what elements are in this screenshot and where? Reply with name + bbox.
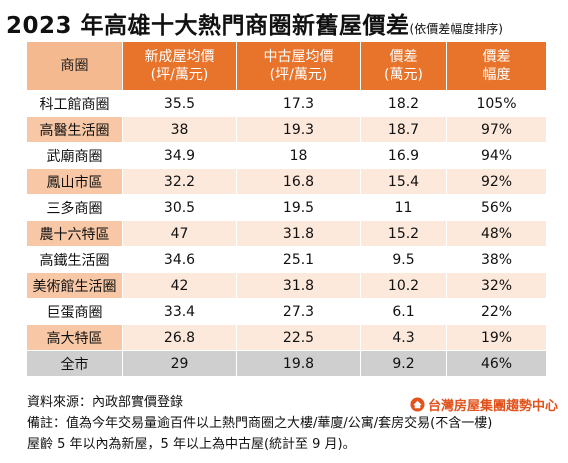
total-cell: 19.8	[236, 350, 361, 377]
column-header: 價差 幅度	[446, 41, 547, 91]
table-row: 美術館生活圈 42 31.8 10.2 32%	[26, 272, 547, 299]
table-cell: 15.2	[360, 220, 447, 247]
table-cell: 48%	[446, 220, 547, 247]
table-cell: 9.5	[360, 246, 447, 273]
total-cell: 9.2	[360, 350, 447, 377]
table-cell: 34.9	[122, 142, 237, 169]
district-name: 巨蛋商圈	[26, 298, 123, 325]
table-cell: 11	[360, 194, 447, 221]
table-cell: 32.2	[122, 168, 237, 195]
table-cell: 25.1	[236, 246, 361, 273]
table-cell: 34.6	[122, 246, 237, 273]
table-cell: 17.3	[236, 90, 361, 117]
district-name: 農十六特區	[26, 220, 123, 247]
table-cell: 38%	[446, 246, 547, 273]
title-row: 2023 年高雄十大熱門商圈新舊屋價差(依價差幅度排序)	[6, 6, 562, 42]
table-body: 科工館商圈 35.5 17.3 18.2 105% 高醫生活圈 38 19.3 18.7 97% 武…	[26, 90, 547, 377]
table-cell: 47	[122, 220, 237, 247]
chart-title: 2023 年高雄十大熱門商圈新舊屋價差	[6, 13, 410, 39]
table-cell: 18.7	[360, 116, 447, 143]
district-name: 鳳山市區	[26, 168, 123, 195]
district-name: 高鐵生活圈	[26, 246, 123, 273]
table-cell: 18.2	[360, 90, 447, 117]
price-table: 商圈 新成屋均價 (坪/萬元) 中古屋均價 (坪/萬元) 價差 (萬元) 價差 幅度 科工館商圈…	[26, 41, 547, 377]
table-row: 高醫生活圈 38 19.3 18.7 97%	[26, 116, 547, 143]
district-name: 美術館生活圈	[26, 272, 123, 299]
table-cell: 15.4	[360, 168, 447, 195]
table-cell: 33.4	[122, 298, 237, 325]
district-name: 高大特區	[26, 324, 123, 351]
table-row: 高大特區 26.8 22.5 4.3 19%	[26, 324, 547, 351]
remark-line-1: 備註：值為今年交易量逾百件以上熱門商圈之大樓/華廈/公寓/套房交易(不含一樓)	[27, 416, 493, 431]
table-cell: 16.9	[360, 142, 447, 169]
table-cell: 19%	[446, 324, 547, 351]
district-name: 高醫生活圈	[26, 116, 123, 143]
brand-logo: 台灣房屋集團趨勢中心	[410, 395, 558, 414]
column-header: 商圈	[26, 41, 123, 91]
table-cell: 31.8	[236, 272, 361, 299]
total-cell: 29	[122, 350, 237, 377]
table-header: 商圈 新成屋均價 (坪/萬元) 中古屋均價 (坪/萬元) 價差 (萬元) 價差 幅度	[26, 41, 547, 91]
source-note: 資料來源：內政部實價登錄	[27, 395, 184, 410]
brand-name: 台灣房屋集團趨勢中心	[427, 399, 558, 414]
table-cell: 6.1	[360, 298, 447, 325]
table-row: 三多商圈 30.5 19.5 11 56%	[26, 194, 547, 221]
remark-line-2: 屋齡 5 年以內為新屋，5 年以上為中古屋(統計至 9 月)。	[27, 437, 356, 452]
table-cell: 92%	[446, 168, 547, 195]
table-cell: 35.5	[122, 90, 237, 117]
table-row: 高鐵生活圈 34.6 25.1 9.5 38%	[26, 246, 547, 273]
table-cell: 22%	[446, 298, 547, 325]
total-label: 全市	[26, 350, 123, 377]
total-row: 全市 29 19.8 9.2 46%	[26, 350, 547, 377]
table-cell: 94%	[446, 142, 547, 169]
footer: 資料來源：內政部實價登錄 備註：值為今年交易量逾百件以上熱門商圈之大樓/華廈/公…	[27, 392, 562, 455]
district-name: 三多商圈	[26, 194, 123, 221]
district-name: 武廟商圈	[26, 142, 123, 169]
table-cell: 38	[122, 116, 237, 143]
table-cell: 26.8	[122, 324, 237, 351]
table-row: 科工館商圈 35.5 17.3 18.2 105%	[26, 90, 547, 117]
table-cell: 19.3	[236, 116, 361, 143]
table-cell: 32%	[446, 272, 547, 299]
table-row: 武廟商圈 34.9 18 16.9 94%	[26, 142, 547, 169]
table-cell: 10.2	[360, 272, 447, 299]
table-cell: 4.3	[360, 324, 447, 351]
table-cell: 42	[122, 272, 237, 299]
table-cell: 27.3	[236, 298, 361, 325]
table-cell: 22.5	[236, 324, 361, 351]
district-name: 科工館商圈	[26, 90, 123, 117]
total-cell: 46%	[446, 350, 547, 377]
table-cell: 16.8	[236, 168, 361, 195]
column-header: 價差 (萬元)	[360, 41, 447, 91]
house-logo-icon	[410, 397, 425, 412]
table-cell: 19.5	[236, 194, 361, 221]
table-row: 鳳山市區 32.2 16.8 15.4 92%	[26, 168, 547, 195]
column-header: 新成屋均價 (坪/萬元)	[122, 41, 237, 91]
table-row: 巨蛋商圈 33.4 27.3 6.1 22%	[26, 298, 547, 325]
table-row: 農十六特區 47 31.8 15.2 48%	[26, 220, 547, 247]
table-cell: 31.8	[236, 220, 361, 247]
table-cell: 30.5	[122, 194, 237, 221]
chart-subtitle: (依價差幅度排序)	[409, 22, 503, 36]
table-cell: 56%	[446, 194, 547, 221]
column-header: 中古屋均價 (坪/萬元)	[236, 41, 361, 91]
table-cell: 18	[236, 142, 361, 169]
table-cell: 105%	[446, 90, 547, 117]
table-cell: 97%	[446, 116, 547, 143]
